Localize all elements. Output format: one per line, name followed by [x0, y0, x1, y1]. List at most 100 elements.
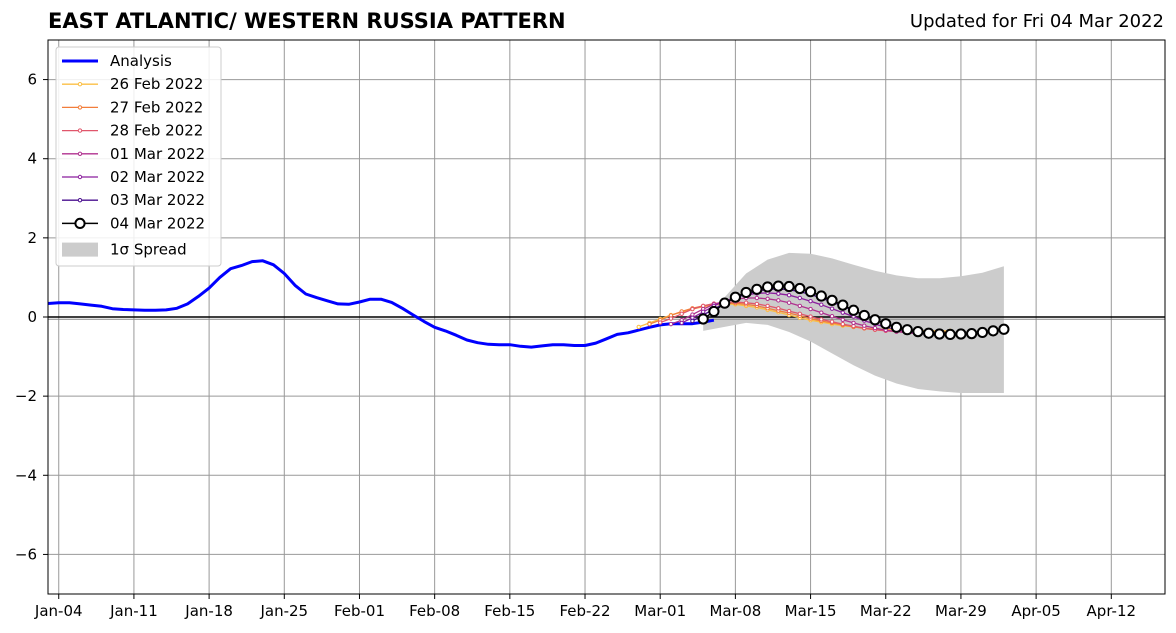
- series-point: [668, 316, 674, 321]
- x-tick-label: Apr-05: [1011, 602, 1061, 620]
- legend-entry: 04 Mar 2022: [62, 214, 205, 232]
- series-point: [869, 314, 881, 326]
- series-point: [772, 280, 784, 292]
- series-point: [708, 305, 720, 318]
- legend-marker: [77, 128, 83, 133]
- series-point: [679, 311, 684, 317]
- series-point: [840, 321, 845, 327]
- series-point: [754, 295, 760, 301]
- series-point: [668, 321, 674, 327]
- y-tick-label: 6: [27, 71, 37, 89]
- series-point: [829, 314, 835, 319]
- series-point: [808, 314, 813, 319]
- series-point: [966, 328, 978, 340]
- series-point: [837, 299, 849, 311]
- legend-entry: 02 Mar 2022: [62, 168, 205, 186]
- y-tick-label: 0: [27, 308, 37, 326]
- legend-marker: [77, 198, 83, 203]
- legend-swatch: [62, 242, 98, 257]
- series-point: [776, 298, 781, 303]
- series-point: [776, 306, 781, 311]
- y-tick-label: 2: [27, 229, 37, 247]
- series-point: [658, 320, 663, 325]
- x-tick-label: Mar-15: [785, 602, 837, 620]
- series-point: [786, 293, 792, 298]
- series-point: [987, 325, 999, 337]
- series-point: [754, 301, 760, 307]
- legend-label: 01 Mar 2022: [110, 145, 205, 163]
- series-6: [697, 280, 1010, 341]
- series-point: [872, 325, 878, 331]
- series-point: [862, 323, 867, 328]
- x-tick-label: Jan-25: [259, 602, 308, 620]
- series-point: [647, 321, 652, 327]
- x-tick-label: Feb-22: [559, 602, 610, 620]
- series-point: [783, 280, 795, 293]
- x-tick-label: Jan-11: [109, 602, 158, 620]
- legend-label: 1σ Spread: [110, 241, 187, 259]
- series-point: [955, 328, 967, 340]
- series-point: [933, 328, 946, 340]
- series-point: [808, 306, 813, 312]
- series-point: [880, 318, 892, 330]
- series-point: [819, 302, 824, 307]
- legend-label: 02 Mar 2022: [110, 168, 205, 186]
- series-point: [851, 320, 856, 326]
- series-point: [740, 286, 752, 299]
- x-tick-label: Mar-01: [634, 602, 686, 620]
- series-point: [976, 326, 989, 339]
- legend-label: 27 Feb 2022: [110, 98, 203, 116]
- series-point: [829, 306, 835, 311]
- series-point: [819, 310, 824, 315]
- legend-entry: 01 Mar 2022: [62, 145, 205, 163]
- series-point: [765, 303, 770, 309]
- series-point: [797, 295, 803, 301]
- series-point: [765, 296, 770, 301]
- x-tick-label: Jan-18: [184, 602, 233, 620]
- legend-marker: [77, 151, 83, 157]
- series-point: [690, 318, 695, 324]
- legend-entry: 1σ Spread: [62, 241, 187, 259]
- series-point: [826, 294, 838, 306]
- x-tick-label: Mar-29: [935, 602, 987, 620]
- legend-entry: 26 Feb 2022: [62, 75, 203, 93]
- series-point: [776, 291, 781, 296]
- series-point: [819, 317, 824, 322]
- plot-area: [48, 40, 1165, 594]
- x-tick-label: Feb-01: [334, 602, 385, 620]
- series-point: [797, 311, 803, 317]
- series-point: [808, 298, 813, 304]
- series-point: [786, 300, 792, 305]
- y-tick-label: −6: [15, 545, 37, 563]
- series-point: [743, 300, 749, 305]
- legend-entry: 28 Feb 2022: [62, 122, 203, 140]
- series-point: [751, 283, 763, 295]
- series-point: [912, 326, 924, 338]
- series-point: [794, 282, 806, 295]
- chart-title: EAST ATLANTIC/ WESTERN RUSSIA PATTERN: [48, 9, 566, 33]
- series-point: [797, 303, 803, 309]
- legend-entry: 27 Feb 2022: [62, 98, 203, 116]
- chart-subtitle: Updated for Fri 04 Mar 2022: [909, 11, 1164, 32]
- series-point: [697, 313, 709, 325]
- legend-label: 26 Feb 2022: [110, 75, 203, 93]
- series-point: [829, 319, 835, 324]
- y-tick-label: −4: [15, 466, 37, 484]
- legend-label: 04 Mar 2022: [110, 214, 205, 232]
- legend-entry: 03 Mar 2022: [62, 191, 205, 209]
- legend-box: [55, 46, 222, 267]
- series-point: [998, 323, 1010, 335]
- x-tick-label: Jan-04: [34, 602, 83, 620]
- y-tick-label: 4: [27, 150, 37, 168]
- analysis-line: [48, 259, 715, 349]
- series-point: [890, 321, 903, 333]
- legend-marker: [74, 217, 86, 229]
- x-tick-label: Mar-08: [709, 602, 761, 620]
- series-point: [729, 291, 741, 303]
- series-point: [690, 306, 695, 312]
- series-point: [679, 320, 684, 326]
- legend-marker: [77, 174, 83, 180]
- series-point: [762, 281, 774, 293]
- series-point: [719, 297, 731, 309]
